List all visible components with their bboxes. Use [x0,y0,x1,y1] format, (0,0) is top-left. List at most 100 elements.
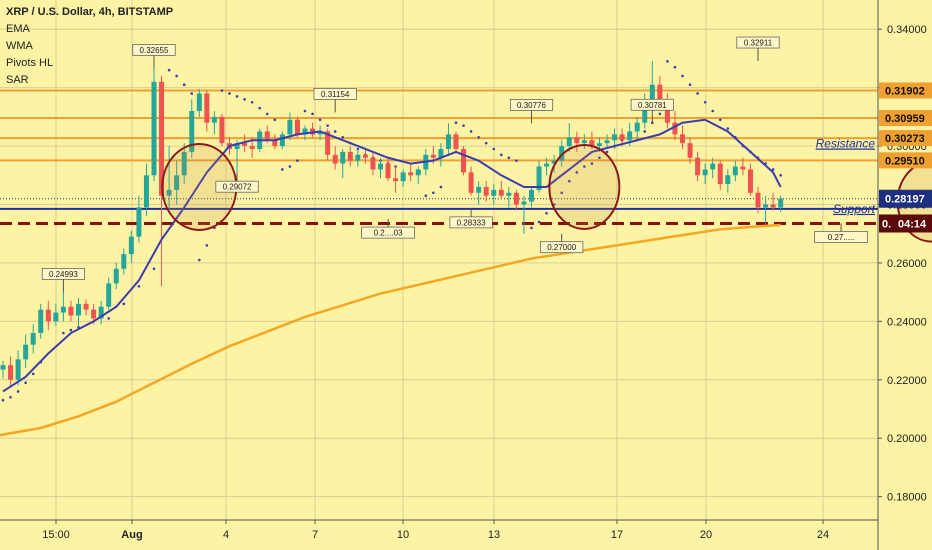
pivot-label: 0.29072 [215,173,259,193]
sar-dot [24,381,27,384]
sar-dot [175,74,178,78]
candle-body [513,192,519,205]
sar-dot [779,173,782,177]
candle-body [506,192,512,196]
candle-body [612,134,618,141]
legend-ema: EMA [6,23,30,35]
sar-dot [16,390,20,393]
sar-dot [666,60,669,63]
sar-dot [771,168,775,171]
sar-dot [1,398,5,402]
sar-dot [152,267,156,271]
candle-body [219,116,225,144]
candle-body [672,122,678,135]
sar-dot [462,124,465,127]
pivot-text: 0.30776 [517,101,546,110]
x-tick-label: 10 [397,529,409,541]
candle-body [30,333,36,345]
sar-dot [243,98,246,101]
sar-dot [643,130,647,133]
sar-dot [537,220,541,224]
sar-dot [31,372,35,376]
candle-body [468,172,474,193]
pivot-text: 0.32911 [744,39,773,48]
candle-body [174,175,180,190]
candle-body [778,198,784,208]
sar-dot [598,156,601,160]
candle-body [400,172,406,182]
candle-body [91,309,97,319]
pivot-label: 0.30776 [509,99,554,124]
level-badge-label: 0.30273 [885,133,925,145]
candle-body [589,140,595,147]
candle-body [574,137,580,144]
sar-dot [228,92,231,95]
candle-body [687,143,693,158]
sar-dot [703,100,707,104]
candle-body [211,116,217,123]
sar-dot [718,118,722,122]
sar-dot [326,124,329,127]
sar-dot [137,284,141,288]
sar-dot [469,130,473,133]
x-tick-label: Aug [121,529,142,541]
x-tick-label: 4 [223,529,229,541]
pivot-box [509,99,554,111]
candle-body [38,309,44,334]
sar-dot [575,171,579,174]
candle-body [664,99,670,123]
candle-body [634,122,640,132]
pivot-box [132,44,176,56]
candle-body [143,175,149,208]
candle-body [189,111,195,152]
pivot-label: 0.27000 [540,233,584,254]
candle-body [747,169,753,193]
sar-dot [167,68,171,72]
candle-body [0,365,6,370]
dashed-level-label: 0. [882,218,891,230]
resistance-annotation: Resistance [816,137,876,151]
pivot-label: 0.32655 [132,44,176,69]
pivot-box [449,216,493,229]
x-tick-label: 20 [700,529,712,541]
sar-dot [515,159,518,162]
y-tick-label: 0.24000 [887,316,927,328]
sar-dot [182,83,186,87]
grid [0,0,878,520]
candle-body [302,128,308,135]
candle-body [566,137,572,147]
candle-body [491,189,497,196]
candle-body [627,131,633,141]
pivot-text: 0.32655 [140,46,169,55]
candle-body [76,303,81,316]
candle-body [445,134,451,149]
candle-body [113,268,119,284]
sar-dot [190,92,194,95]
pivot-label: 0.32911 [736,36,780,62]
pivot-box [313,88,357,100]
candle-body [604,140,610,144]
sar-dot [311,112,314,116]
sar-dot [507,156,511,160]
candle-body [544,163,550,167]
pivot-text: 0.30781 [638,101,667,110]
candle-body [15,359,21,380]
candle-body [702,169,708,176]
sar-dot [560,191,563,195]
candle-body [325,131,331,155]
legend-sar: SAR [6,74,29,86]
candle-body [378,163,383,170]
sar-dot [583,165,586,168]
level-badge-label: 0.29510 [885,155,925,167]
legend-pivots: Pivots HL [6,57,54,69]
candle-body [128,236,134,255]
candle-body [521,201,527,205]
sar-dot [673,65,677,69]
sar-dot [484,141,488,145]
candle-body [438,148,444,158]
candle-body [23,344,29,360]
sar-dot [500,153,503,157]
candle-body [181,151,187,176]
